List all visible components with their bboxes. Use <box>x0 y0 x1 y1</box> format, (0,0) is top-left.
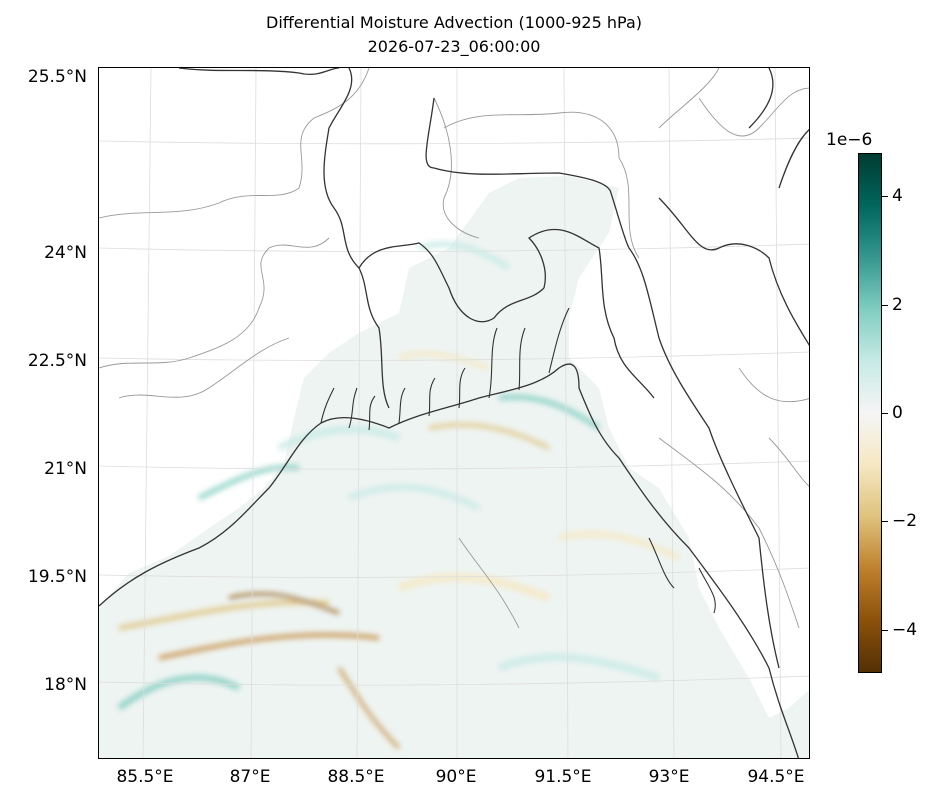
delta-line <box>398 387 406 424</box>
field-streak <box>498 394 601 431</box>
river-delta <box>320 307 716 614</box>
country-border <box>178 68 340 75</box>
gridline-lon <box>142 68 152 758</box>
lat-label: 25.5°N <box>27 67 87 87</box>
delta-line <box>320 387 335 424</box>
gridline-lat <box>99 460 809 470</box>
state-borders <box>99 68 809 629</box>
map-panel <box>98 67 810 759</box>
delta-line <box>518 327 526 391</box>
field-streak <box>158 632 380 660</box>
field-streak <box>418 241 511 271</box>
delta-line <box>428 377 436 417</box>
colorbar-tick <box>882 521 888 523</box>
field-streak <box>497 653 661 682</box>
map-timestamp: 2026-07-23_06:00:00 <box>367 37 541 56</box>
field-streak <box>337 667 401 750</box>
field-streak <box>428 422 550 450</box>
gridline-lon <box>563 68 569 758</box>
country-border <box>748 68 774 129</box>
border-line <box>433 97 480 239</box>
border-line <box>618 157 640 259</box>
lat-label: 19.5°N <box>27 567 87 587</box>
colorbar-tick-label: 4 <box>892 186 903 207</box>
border-line <box>443 111 620 159</box>
field-streak <box>398 351 490 371</box>
country-border <box>610 192 780 669</box>
lat-label: 21°N <box>44 459 87 479</box>
gridline-lat <box>99 567 809 578</box>
lon-label: 87°E <box>229 767 271 787</box>
field-streak <box>397 573 551 602</box>
field-streak <box>558 531 681 561</box>
lon-label: 90°E <box>435 767 477 787</box>
country-border <box>358 242 545 323</box>
field-streak <box>228 592 340 615</box>
country-border <box>425 97 612 194</box>
gridline-lat <box>99 351 809 361</box>
delta-line <box>648 537 675 589</box>
colorbar-exponent: 1e−6 <box>826 130 873 150</box>
delta-line <box>348 387 358 429</box>
colorbar-tick-label: 2 <box>892 294 903 315</box>
colorbar-tick <box>882 413 888 414</box>
lon-label: 93°E <box>648 767 690 787</box>
gridline-lon <box>774 68 782 758</box>
gridline-lat <box>99 243 809 252</box>
field-streak <box>347 484 481 511</box>
border-line <box>118 337 290 399</box>
border-line <box>658 437 800 629</box>
delta-line <box>368 395 376 431</box>
country-border <box>778 128 809 189</box>
coast-line <box>99 363 800 758</box>
delta-line <box>458 367 466 409</box>
field-streak <box>118 599 330 631</box>
border-line <box>658 68 720 129</box>
lon-label: 91.5°E <box>534 767 592 787</box>
country-border <box>718 243 809 346</box>
lat-label: 18°N <box>44 675 87 695</box>
border-line <box>768 437 809 487</box>
country-border <box>527 228 655 399</box>
colorbar-tick-label: −2 <box>892 511 918 532</box>
map-title: Differential Moisture Advection (1000-92… <box>266 13 642 32</box>
map-canvas <box>99 68 809 758</box>
border-line <box>99 68 370 219</box>
border-line <box>458 537 520 629</box>
colorbar-tick <box>882 196 888 198</box>
lon-label: 88.5°E <box>327 767 385 787</box>
border-line <box>698 87 809 137</box>
colorbar-tick <box>882 629 888 631</box>
delta-line <box>548 307 570 374</box>
lat-label: 24°N <box>44 243 87 263</box>
lat-label: 22.5°N <box>27 351 87 371</box>
colorbar <box>858 153 882 673</box>
gridline-lon <box>668 68 675 758</box>
delta-line <box>698 567 716 614</box>
border-line <box>99 237 330 369</box>
field-background <box>99 176 809 758</box>
country-border <box>323 68 390 409</box>
colorbar-tick-label: −4 <box>892 619 918 640</box>
gridline-lat <box>99 137 809 145</box>
lon-label: 94.5°E <box>747 767 805 787</box>
gridline-lon <box>250 68 257 758</box>
delta-line <box>488 327 498 399</box>
advection-field <box>99 176 809 758</box>
border-line <box>738 367 809 403</box>
coastline <box>99 68 809 758</box>
colorbar-tick-label: 0 <box>892 403 903 423</box>
field-streak <box>277 425 401 452</box>
lon-label: 85.5°E <box>116 767 174 787</box>
colorbar-tick <box>882 304 888 306</box>
gridline-lon <box>356 68 362 758</box>
country-border <box>658 197 720 251</box>
field-streak <box>117 674 241 711</box>
graticule <box>99 68 809 758</box>
gridline-lat <box>99 675 809 686</box>
